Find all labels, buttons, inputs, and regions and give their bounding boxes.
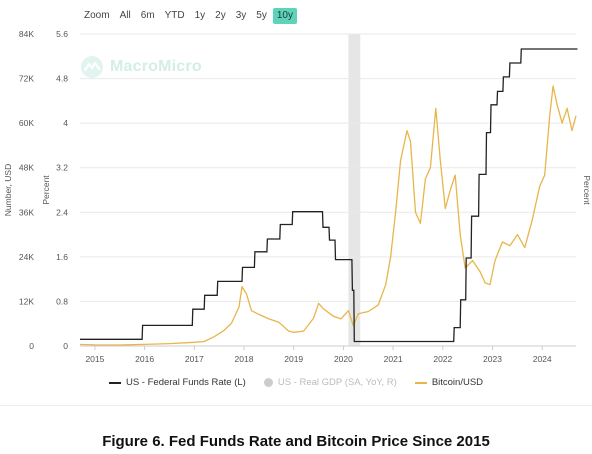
legend-label: Bitcoin/USD (431, 377, 484, 388)
x-axis-tick-label: 2015 (85, 354, 104, 364)
zoom-option-10y[interactable]: 10y (272, 8, 297, 24)
legend-dot-icon (263, 378, 273, 387)
mid-axis-tick-label: 1.6 (56, 252, 68, 262)
divider (0, 405, 592, 406)
mid-axis-tick-label: 4.8 (56, 74, 68, 84)
x-axis-tick-label: 2020 (334, 354, 353, 364)
chart-legend: US - Federal Funds Rate (L) US - Real GDP… (0, 377, 592, 388)
zoom-label: Zoom (84, 10, 110, 21)
left-axis-tick-label: 24K (19, 252, 34, 262)
left-axis-tick-label: 48K (19, 163, 34, 173)
left-axis-tick-label: 84K (19, 29, 34, 39)
left-axis-tick-label: 36K (19, 207, 34, 217)
mid-axis-title: Percent (41, 175, 51, 205)
series-line-fed-funds-rate (80, 48, 578, 343)
legend-item-0[interactable]: US - Federal Funds Rate (L) (108, 377, 246, 388)
zoom-option-ytd[interactable]: YTD (164, 10, 185, 21)
mid-axis-tick-label: 5.6 (56, 29, 68, 39)
x-axis-tick-label: 2021 (384, 354, 403, 364)
x-axis-tick-label: 2017 (185, 354, 204, 364)
zoom-option-3y[interactable]: 3y (235, 10, 247, 21)
mid-axis-tick-label: 4 (63, 118, 68, 128)
left-axis-tick-label: 72K (19, 74, 34, 84)
mid-axis-tick-label: 0.8 (56, 296, 68, 306)
figure-caption: Figure 6. Fed Funds Rate and Bitcoin Pri… (102, 433, 490, 450)
legend-line-icon (108, 381, 121, 384)
x-axis-tick-label: 2023 (483, 354, 502, 364)
left-axis-tick-label: 60K (19, 118, 34, 128)
legend-item-2[interactable]: Bitcoin/USD (414, 377, 484, 388)
x-axis-tick-label: 2022 (433, 354, 452, 364)
legend-label: US - Real GDP (SA, YoY, R) (277, 377, 397, 388)
legend-line-icon (414, 381, 427, 384)
watermark-text: MacroMicro (110, 58, 202, 75)
zoom-option-5y[interactable]: 5y (256, 10, 267, 21)
zoom-option-all[interactable]: All (119, 10, 131, 21)
watermark: MacroMicro (80, 55, 202, 79)
recession-band (348, 34, 361, 346)
x-axis-tick-label: 2019 (284, 354, 303, 364)
macromicro-logo-icon (81, 56, 103, 78)
zoom-option-1y[interactable]: 1y (194, 10, 206, 21)
zoom-bar: Zoom All 6m YTD 1y 2y 3y 5y 10y (80, 8, 297, 24)
chart-plot: 0 0 12K 0.8 24K 1.6 36K 2.4 48K 3.2 60K 4 72K 4.8 84K 5… (3, 29, 592, 364)
legend-item-1[interactable]: US - Real GDP (SA, YoY, R) (263, 377, 397, 388)
series-line-bitcoin (79, 85, 577, 346)
mid-axis-tick-label: 2.4 (56, 207, 68, 217)
legend-label: US - Federal Funds Rate (L) (125, 377, 246, 388)
left-axis-title: Number, USD (3, 164, 13, 216)
zoom-option-6m[interactable]: 6m (140, 10, 155, 21)
zoom-option-2y[interactable]: 2y (215, 10, 226, 21)
x-axis-tick-label: 2016 (135, 354, 154, 364)
x-axis-tick-label: 2018 (235, 354, 254, 364)
x-axis-tick-label: 2024 (533, 354, 552, 364)
mid-axis-tick-label: 3.2 (56, 163, 68, 173)
left-axis-tick-label: 12K (19, 296, 34, 306)
mid-axis-tick-label: 0 (63, 341, 68, 351)
left-axis-tick-label: 0 (29, 341, 34, 351)
right-axis-title: Percent (582, 175, 592, 205)
